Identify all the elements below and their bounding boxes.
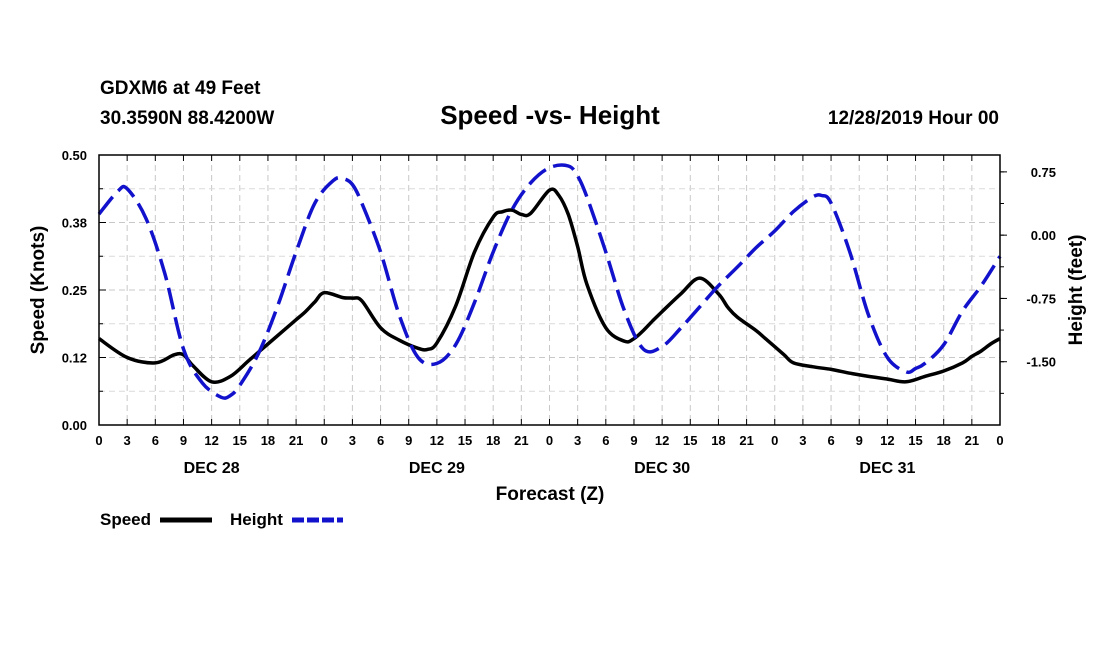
x-tick-label: 12 — [204, 433, 218, 448]
day-label: DEC 31 — [859, 460, 915, 477]
x-axis-label: Forecast (Z) — [496, 484, 605, 505]
right-tick-label: 0.75 — [1031, 165, 1056, 180]
x-tick-label: 18 — [486, 433, 500, 448]
day-label: DEC 29 — [409, 460, 465, 477]
left-tick-label: 0.00 — [62, 418, 87, 433]
station-label: GDXM6 at 49 Feet — [100, 78, 261, 99]
day-label: DEC 30 — [634, 460, 690, 477]
series-line-speed — [97, 187, 1001, 384]
x-tick-label: 6 — [152, 433, 159, 448]
legend-speed-label: Speed — [100, 510, 151, 529]
x-tick-label: 6 — [827, 433, 834, 448]
legend: Speed Height — [100, 510, 343, 529]
x-tick-label: 21 — [289, 433, 303, 448]
grid — [99, 155, 1000, 425]
x-tick-label: 0 — [771, 433, 778, 448]
left-tick-labels: 0.00 0.12 0.25 0.38 0.50 — [62, 148, 87, 433]
left-tick-label: 0.50 — [62, 148, 87, 163]
x-tick-labels: 0 3 6 9 12 15 18 21 0 3 6 9 12 15 18 21 0 3 6 9 12 15 18 21 0 3 6 9… — [95, 433, 1003, 448]
x-tick-label: 0 — [996, 433, 1003, 448]
right-tick-labels: 0.75 0.00 -0.75 -1.50 — [1026, 165, 1056, 370]
x-tick-label: 9 — [856, 433, 863, 448]
legend-height-label: Height — [230, 510, 283, 529]
x-tick-label: 0 — [546, 433, 553, 448]
right-axis-label: Height (feet) — [1066, 235, 1087, 346]
right-tick-label: -0.75 — [1026, 291, 1056, 306]
x-tick-label: 3 — [799, 433, 806, 448]
x-tick-label: 12 — [655, 433, 669, 448]
x-tick-label: 21 — [739, 433, 753, 448]
x-tick-label: 3 — [124, 433, 131, 448]
x-tick-label: 18 — [261, 433, 275, 448]
x-tick-label: 15 — [233, 433, 247, 448]
x-tick-label: 18 — [711, 433, 725, 448]
series-layer — [97, 163, 1002, 400]
x-tick-label: 9 — [405, 433, 412, 448]
datetime-label: 12/28/2019 Hour 00 — [828, 108, 999, 129]
plot-frame — [98, 154, 1001, 426]
day-labels: DEC 28 DEC 29 DEC 30 DEC 31 — [184, 460, 916, 477]
x-tick-label: 12 — [430, 433, 444, 448]
x-tick-label: 0 — [95, 433, 102, 448]
x-tick-label: 3 — [349, 433, 356, 448]
location-label: 30.3590N 88.4200W — [100, 108, 274, 129]
right-tick-label: 0.00 — [1031, 228, 1056, 243]
x-tick-label: 9 — [630, 433, 637, 448]
left-axis-label: Speed (Knots) — [28, 226, 49, 355]
x-tick-label: 3 — [574, 433, 581, 448]
chart-title: Speed -vs- Height — [440, 100, 660, 130]
x-tick-label: 15 — [458, 433, 472, 448]
x-tick-label: 15 — [683, 433, 697, 448]
x-tick-label: 21 — [965, 433, 979, 448]
day-label: DEC 28 — [184, 460, 240, 477]
left-tick-label: 0.38 — [62, 216, 87, 231]
x-tick-label: 18 — [936, 433, 950, 448]
x-tick-label: 6 — [377, 433, 384, 448]
x-tick-label: 21 — [514, 433, 528, 448]
x-tick-label: 0 — [321, 433, 328, 448]
left-tick-label: 0.12 — [62, 351, 87, 366]
x-tick-label: 12 — [880, 433, 894, 448]
x-tick-label: 15 — [908, 433, 922, 448]
right-tick-label: -1.50 — [1026, 355, 1056, 370]
series-line-height — [97, 163, 1002, 400]
x-tick-label: 6 — [602, 433, 609, 448]
x-tick-label: 9 — [180, 433, 187, 448]
left-tick-label: 0.25 — [62, 283, 87, 298]
